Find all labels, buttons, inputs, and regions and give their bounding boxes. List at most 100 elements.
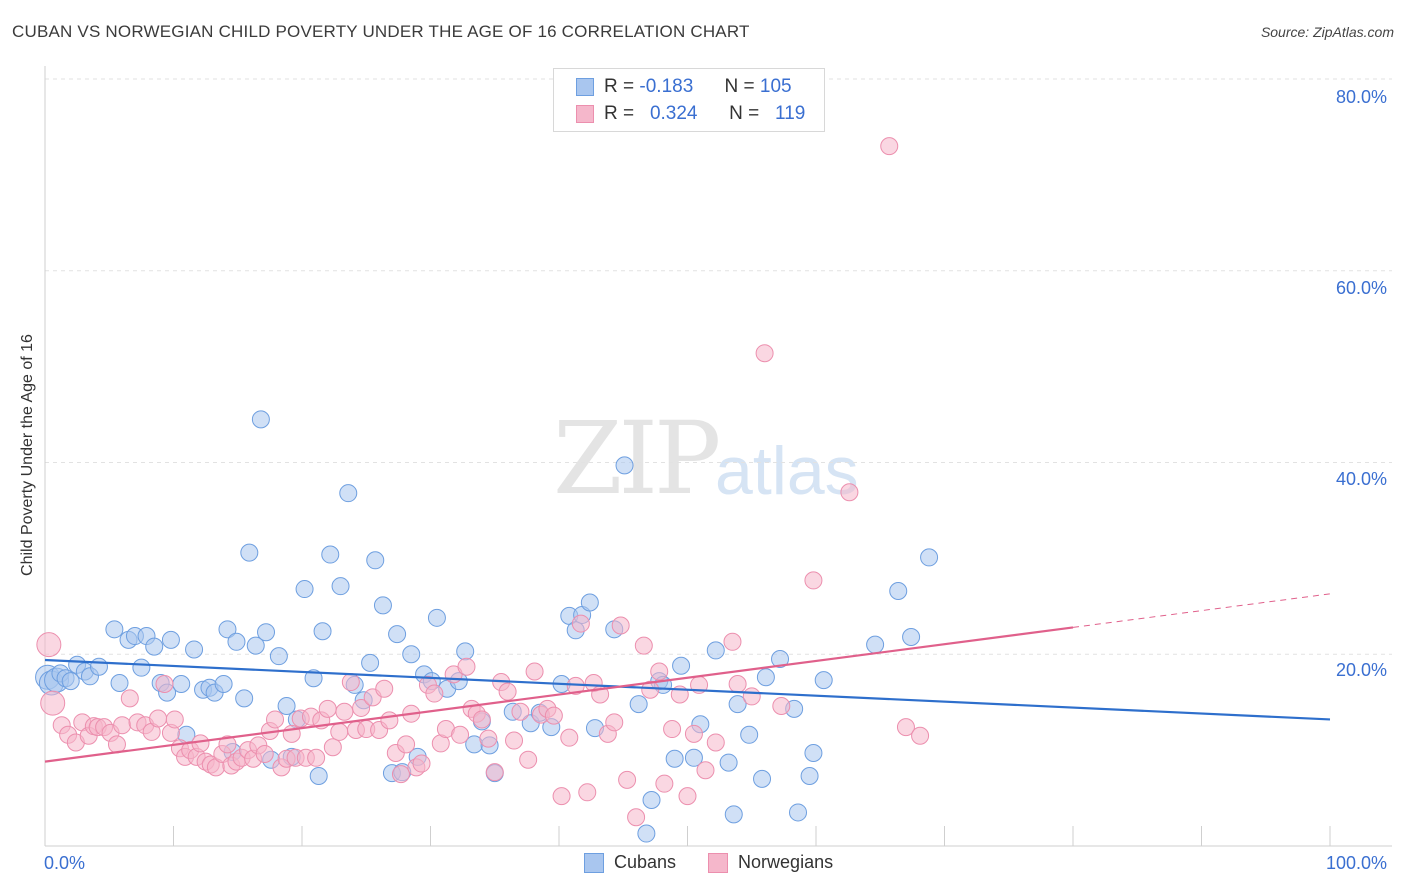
point-norwegians <box>525 662 544 681</box>
point-norwegians <box>341 673 360 692</box>
point-norwegians <box>684 724 703 743</box>
point-cubans <box>227 632 246 651</box>
y-tick-label-40: 40.0% <box>1336 469 1388 489</box>
point-norwegians <box>425 684 444 703</box>
cubans-legend-icon <box>584 852 604 873</box>
trendline-extension-norwegians <box>1072 593 1331 628</box>
point-norwegians <box>330 722 349 741</box>
point-cubans <box>257 623 276 642</box>
legend-n-label: N = <box>729 103 760 124</box>
point-cubans <box>161 630 180 649</box>
point-norwegians <box>571 614 590 633</box>
point-cubans <box>456 642 475 661</box>
point-cubans <box>172 674 191 693</box>
point-cubans <box>321 545 340 564</box>
point-norwegians <box>218 735 237 754</box>
point-norwegians <box>641 680 660 699</box>
series-legend: Cubans Norwegians <box>584 852 865 873</box>
point-cubans <box>684 748 703 767</box>
point-norwegians <box>505 731 524 750</box>
point-cubans <box>642 790 661 809</box>
point-cubans <box>800 767 819 786</box>
legend-label-norwegians: Norwegians <box>738 852 834 872</box>
point-cubans <box>753 769 772 788</box>
point-cubans <box>235 689 254 708</box>
point-cubans <box>295 580 314 599</box>
point-norwegians <box>755 344 774 363</box>
point-norwegians <box>266 710 285 729</box>
point-cubans <box>145 637 164 656</box>
point-cubans <box>277 697 296 716</box>
point-cubans <box>251 410 270 429</box>
point-cubans <box>920 548 939 567</box>
point-norwegians <box>380 711 399 730</box>
point-cubans <box>339 484 358 503</box>
point-norwegians <box>165 710 184 729</box>
point-norwegians <box>911 726 930 745</box>
point-cubans <box>665 749 684 768</box>
point-norwegians <box>511 702 530 721</box>
point-cubans <box>756 668 775 687</box>
point-cubans <box>61 672 80 691</box>
legend-item-norwegians[interactable]: Norwegians <box>708 852 833 873</box>
point-cubans <box>185 640 204 659</box>
y-axis-label: Child Poverty Under the Age of 16 <box>19 334 36 576</box>
point-cubans <box>706 641 725 660</box>
trendline-norwegians <box>44 626 1074 763</box>
point-norwegians <box>149 709 168 728</box>
point-norwegians <box>728 674 747 693</box>
norwegians-legend-icon <box>708 852 729 873</box>
point-cubans <box>804 744 823 763</box>
point-norwegians <box>40 690 66 716</box>
point-cubans <box>789 803 808 822</box>
point-cubans <box>902 627 921 646</box>
point-norwegians <box>335 702 354 721</box>
point-norwegians <box>318 699 337 718</box>
point-norwegians <box>120 689 139 708</box>
point-cubans <box>580 593 599 612</box>
point-cubans <box>246 636 265 655</box>
point-norwegians <box>544 706 563 725</box>
legend-item-cubans[interactable]: Cubans <box>584 852 676 873</box>
point-cubans <box>427 608 446 627</box>
point-norwegians <box>191 734 210 753</box>
point-cubans <box>388 625 407 644</box>
point-norwegians <box>840 483 859 502</box>
point-cubans <box>313 622 332 641</box>
point-cubans <box>373 596 392 615</box>
stats-legend: R = -0.183 N = 105 R = 0.324 N = 119 <box>553 68 825 132</box>
point-cubans <box>105 620 124 639</box>
point-cubans <box>218 620 237 639</box>
point-cubans <box>269 647 288 666</box>
source-label: Source: ZipAtlas.com <box>1260 24 1394 40</box>
point-cubans <box>110 674 129 693</box>
point-cubans <box>214 674 233 693</box>
legend-label-cubans: Cubans <box>614 852 677 872</box>
legend-row-norwegians: R = 0.324 N = 119 <box>576 102 805 126</box>
point-norwegians <box>723 632 742 651</box>
point-cubans <box>889 581 908 600</box>
point-cubans <box>719 753 738 772</box>
y-tick-label-60: 60.0% <box>1336 278 1388 298</box>
point-norwegians <box>605 713 624 732</box>
point-cubans <box>331 577 350 596</box>
point-cubans <box>615 456 634 475</box>
point-norwegians <box>479 729 498 748</box>
point-norwegians <box>375 679 394 698</box>
point-norwegians <box>307 748 326 767</box>
point-norwegians <box>880 137 899 156</box>
x-tick-label-min: 0.0% <box>44 853 86 873</box>
point-cubans <box>724 805 743 824</box>
point-norwegians <box>485 763 504 782</box>
point-norwegians <box>412 754 431 773</box>
point-norwegians <box>578 783 597 802</box>
norwegians-swatch-icon <box>576 105 594 123</box>
point-norwegians <box>560 728 579 747</box>
point-cubans <box>740 725 759 744</box>
point-norwegians <box>678 787 697 806</box>
point-norwegians <box>618 770 637 789</box>
point-norwegians <box>742 687 761 706</box>
point-norwegians <box>655 774 674 793</box>
point-cubans <box>771 650 790 669</box>
